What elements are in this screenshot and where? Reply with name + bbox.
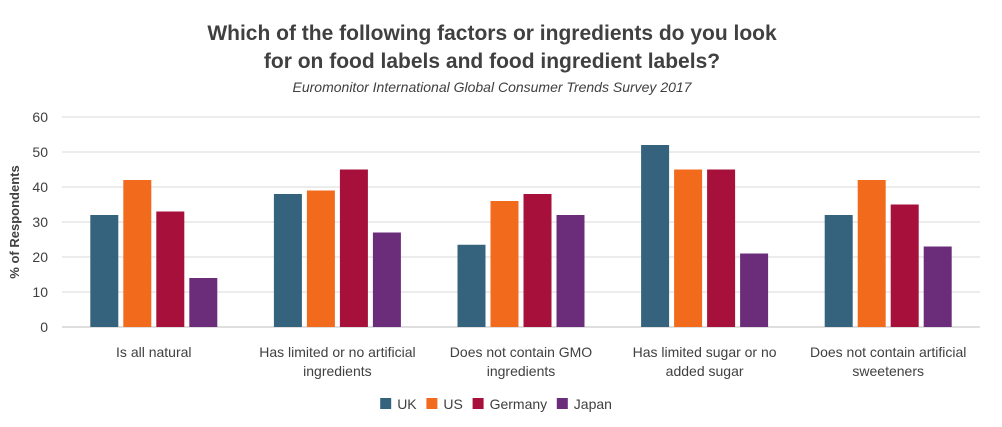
legend-label-us: US bbox=[443, 396, 462, 412]
bar-uk-1 bbox=[273, 194, 302, 327]
bar-germany-0 bbox=[156, 211, 185, 327]
bar-germany-2 bbox=[523, 194, 552, 327]
category-label: Has limited sugar or no bbox=[633, 344, 777, 360]
bar-uk-0 bbox=[90, 215, 119, 327]
y-tick-label: 10 bbox=[32, 284, 48, 300]
bar-us-0 bbox=[123, 180, 152, 327]
y-tick-label: 50 bbox=[32, 144, 48, 160]
y-tick-label: 30 bbox=[32, 214, 48, 230]
category-label: added sugar bbox=[666, 363, 744, 379]
legend: UK US Germany Japan bbox=[380, 396, 612, 412]
bar-germany-4 bbox=[890, 204, 919, 327]
bar-uk-2 bbox=[457, 244, 486, 327]
category-label: ingredients bbox=[487, 363, 556, 379]
y-axis-label: % of Respondents bbox=[7, 165, 22, 278]
bar-japan-2 bbox=[556, 215, 585, 327]
bar-japan-3 bbox=[740, 253, 769, 327]
bar-us-2 bbox=[490, 201, 519, 327]
category-label: sweeteners bbox=[852, 363, 924, 379]
category-label: ingredients bbox=[303, 363, 372, 379]
category-label: Has limited or no artificial bbox=[259, 344, 415, 360]
category-label: Is all natural bbox=[116, 344, 191, 360]
bar-uk-4 bbox=[824, 215, 853, 327]
legend-swatch-japan bbox=[556, 398, 568, 409]
bar-japan-1 bbox=[372, 232, 401, 327]
bar-uk-3 bbox=[641, 145, 670, 327]
legend-label-germany: Germany bbox=[490, 396, 548, 412]
legend-label-uk: UK bbox=[397, 396, 417, 412]
chart-title-line-2: for on food labels and food ingredient l… bbox=[264, 50, 720, 73]
bar-us-4 bbox=[857, 180, 886, 327]
bar-germany-1 bbox=[339, 169, 368, 327]
legend-label-japan: Japan bbox=[574, 396, 612, 412]
category-label: Does not contain artificial bbox=[810, 344, 966, 360]
y-tick-label: 60 bbox=[32, 109, 48, 125]
legend-swatch-us bbox=[426, 398, 438, 409]
category-label: Does not contain GMO bbox=[450, 344, 593, 360]
chart-subtitle: Euromonitor International Global Consume… bbox=[293, 79, 693, 95]
bar-us-3 bbox=[674, 169, 703, 327]
y-axis-ticks: 0 10 20 30 40 50 60 bbox=[32, 109, 48, 335]
category-labels: Is all natural Has limited or no artifici… bbox=[116, 344, 966, 379]
y-tick-label: 0 bbox=[40, 319, 48, 335]
y-tick-label: 40 bbox=[32, 179, 48, 195]
y-tick-label: 20 bbox=[32, 249, 48, 265]
legend-swatch-uk bbox=[380, 398, 392, 409]
bar-us-1 bbox=[306, 190, 335, 327]
chart-title-line-1: Which of the following factors or ingred… bbox=[207, 22, 777, 45]
bar-japan-0 bbox=[189, 278, 218, 327]
bar-germany-3 bbox=[707, 169, 736, 327]
bar-japan-4 bbox=[923, 246, 952, 327]
legend-swatch-germany bbox=[472, 398, 484, 409]
bars bbox=[90, 145, 952, 327]
